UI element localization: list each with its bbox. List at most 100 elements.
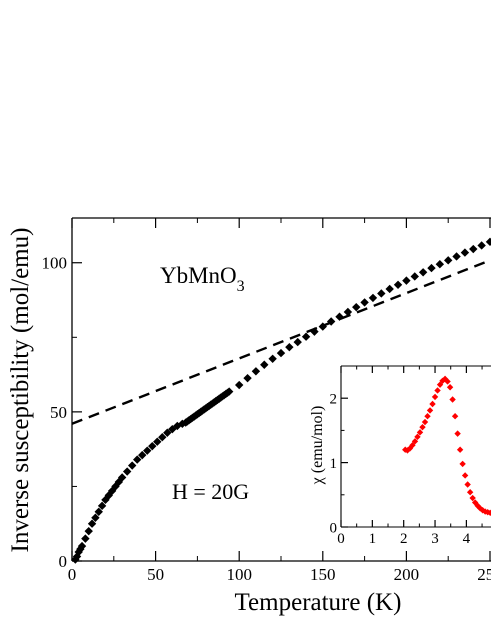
inset-y-tick-label: 2 bbox=[330, 391, 338, 407]
inset-x-tick-label: 1 bbox=[369, 531, 377, 547]
main-data-point bbox=[402, 276, 411, 285]
inset-y-axis-label: χ (emu/mol) bbox=[309, 406, 326, 486]
main-plot: 050100150200250050100 Temperature (K) In… bbox=[7, 217, 491, 616]
main-data-point bbox=[158, 433, 167, 442]
main-data-point bbox=[97, 501, 107, 511]
main-data-point bbox=[285, 342, 294, 352]
inset-data-point bbox=[421, 418, 429, 426]
main-data-point bbox=[485, 237, 491, 247]
inset-x-tick-label: 3 bbox=[431, 531, 439, 547]
main-data-point bbox=[133, 455, 142, 464]
main-data-point bbox=[435, 260, 445, 269]
main-data-point bbox=[377, 289, 386, 298]
main-data-point bbox=[91, 513, 100, 522]
main-axis-ticks: 050100150200250050100 bbox=[42, 218, 491, 584]
main-data-point bbox=[235, 380, 244, 390]
main-data-point bbox=[335, 312, 344, 321]
main-fit-line bbox=[71, 259, 491, 425]
main-data-point bbox=[81, 534, 90, 543]
compound-label-base: YbMnO bbox=[160, 263, 237, 288]
main-data-point bbox=[117, 473, 127, 482]
inset-data-point bbox=[451, 413, 459, 420]
main-data-point bbox=[385, 284, 394, 294]
main-data-point bbox=[368, 293, 378, 303]
main-data-point bbox=[352, 302, 361, 312]
main-data-point bbox=[84, 526, 93, 536]
main-y-tick-label: 50 bbox=[50, 403, 67, 422]
inset-y-tick-label: 1 bbox=[330, 456, 338, 472]
main-data-point bbox=[224, 387, 234, 396]
main-data-point bbox=[77, 541, 87, 551]
main-data-point bbox=[268, 354, 277, 363]
inset-data-point bbox=[454, 430, 461, 437]
inset-data-point bbox=[461, 472, 469, 479]
main-data-point bbox=[427, 263, 436, 273]
inset-data-point bbox=[444, 378, 451, 385]
main-data-point bbox=[418, 268, 428, 277]
inset-x-tick-label: 2 bbox=[400, 531, 408, 547]
inset-data-point bbox=[456, 446, 464, 453]
main-data-point bbox=[148, 441, 157, 451]
inset-data-point bbox=[411, 438, 419, 445]
inset-data-point bbox=[416, 429, 424, 436]
main-x-tick-label: 150 bbox=[310, 565, 336, 584]
inset-data-point bbox=[431, 393, 439, 401]
field-annotation: H = 20G bbox=[172, 479, 249, 504]
main-data-point bbox=[143, 446, 152, 455]
main-data-point bbox=[153, 437, 162, 446]
inset-data-point bbox=[426, 407, 434, 414]
main-data-layer bbox=[71, 237, 491, 564]
main-data-point bbox=[460, 248, 470, 257]
main-x-tick-label: 50 bbox=[147, 565, 164, 584]
main-data-point bbox=[477, 241, 486, 250]
main-x-tick-label: 100 bbox=[226, 565, 252, 584]
main-data-point bbox=[276, 348, 286, 358]
compound-label: YbMnO3 bbox=[160, 263, 245, 295]
main-data-point bbox=[72, 552, 82, 561]
inset-data-point bbox=[464, 481, 471, 488]
inset-axis-ticks: 012345012 bbox=[330, 365, 483, 547]
main-data-point bbox=[293, 337, 302, 347]
inset-data-point bbox=[449, 396, 456, 403]
main-x-axis-label: Temperature (K) bbox=[235, 589, 402, 616]
main-data-point bbox=[410, 272, 419, 281]
inset-data-point bbox=[466, 489, 474, 496]
main-x-tick-label: 0 bbox=[68, 565, 77, 584]
inset-data-layer bbox=[402, 375, 491, 517]
main-data-point bbox=[360, 298, 369, 307]
main-data-point bbox=[251, 367, 261, 376]
main-data-point bbox=[452, 252, 461, 261]
inset-data-point bbox=[446, 384, 454, 391]
main-data-point bbox=[469, 244, 478, 254]
main-data-point bbox=[138, 450, 147, 460]
main-y-tick-label: 0 bbox=[59, 552, 68, 571]
inset-data-point bbox=[434, 387, 441, 394]
inset-y-tick-label: 0 bbox=[330, 520, 338, 536]
inset-data-point bbox=[459, 460, 466, 468]
main-data-point bbox=[260, 360, 269, 369]
inset-data-point bbox=[414, 433, 421, 441]
main-data-point bbox=[243, 373, 252, 383]
inset-x-tick-label: 4 bbox=[463, 531, 471, 547]
inset-data-point bbox=[429, 400, 436, 408]
main-data-point bbox=[87, 519, 97, 528]
main-y-tick-label: 100 bbox=[42, 254, 68, 273]
main-data-point bbox=[74, 547, 83, 557]
main-data-point bbox=[393, 280, 403, 290]
inset-data-point bbox=[487, 509, 491, 517]
main-data-point bbox=[301, 332, 311, 341]
main-data-point bbox=[122, 467, 132, 476]
inset-data-point bbox=[469, 494, 476, 502]
main-data-point bbox=[163, 428, 172, 437]
inset-x-tick-label: 0 bbox=[337, 531, 345, 547]
main-x-tick-label: 250 bbox=[477, 565, 491, 584]
compound-label-subscript: 3 bbox=[237, 278, 245, 295]
main-data-point bbox=[127, 461, 137, 470]
inset-data-point bbox=[424, 413, 431, 420]
main-y-axis-label: Inverse susceptibility (mol/emu) bbox=[7, 228, 34, 553]
main-data-point bbox=[444, 256, 453, 265]
main-data-point bbox=[94, 507, 103, 516]
inset-data-point bbox=[419, 423, 426, 431]
inset-plot: 012345012 χ (emu/mol) bbox=[309, 364, 491, 547]
